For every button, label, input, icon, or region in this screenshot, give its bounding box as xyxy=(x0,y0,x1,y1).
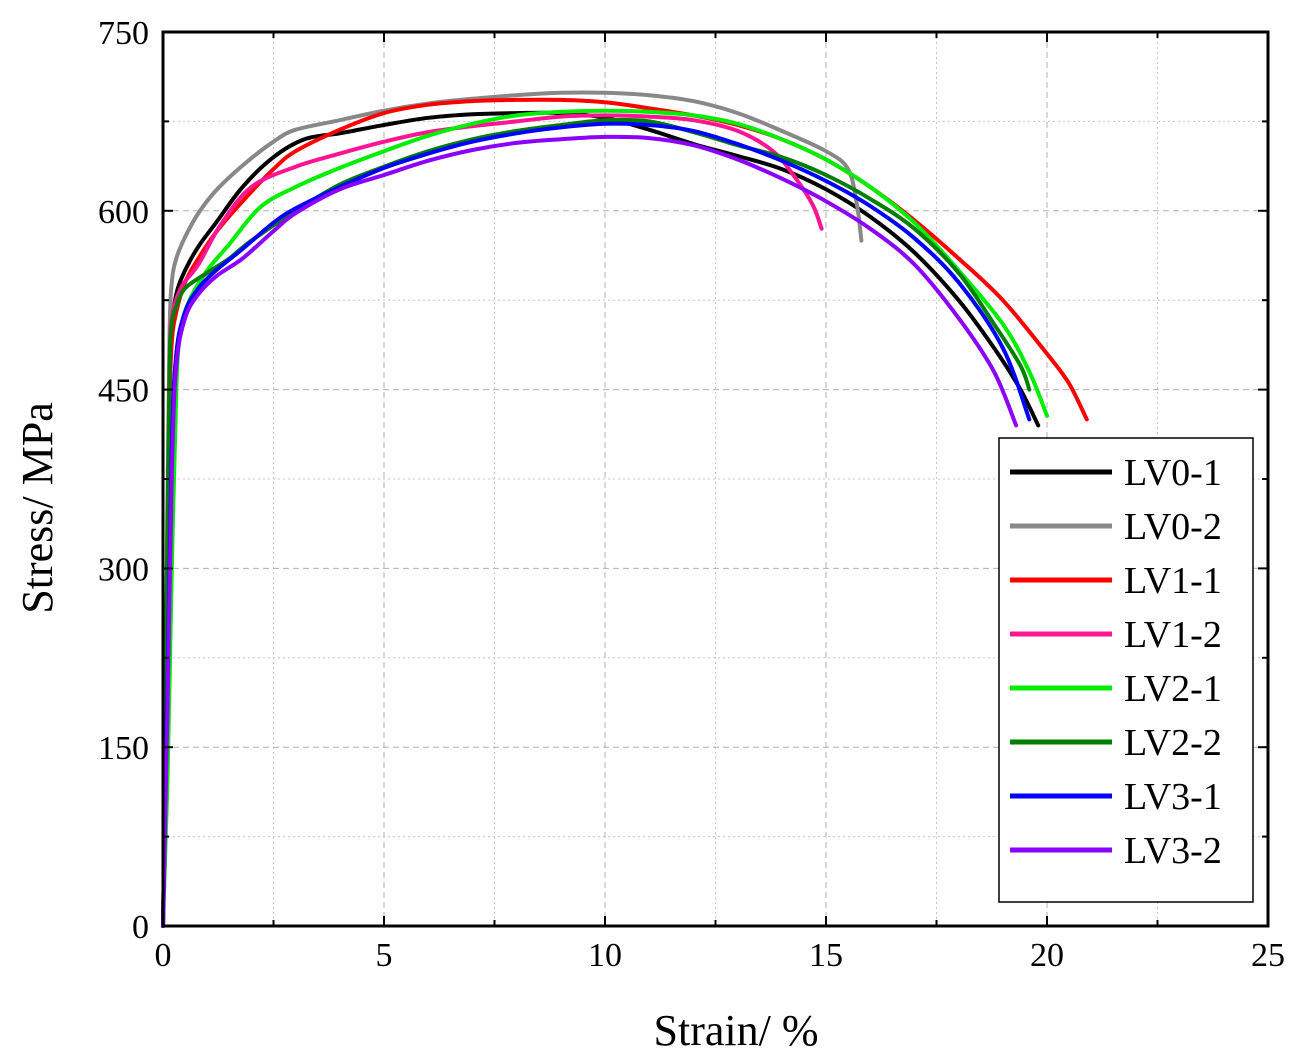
series-line-lv2-2 xyxy=(161,117,1032,928)
y-tick-label: 600 xyxy=(98,194,149,231)
legend-label-lv3-1: LV3-1 xyxy=(1124,776,1222,818)
grid xyxy=(163,32,1268,926)
legend-label-lv2-2: LV2-2 xyxy=(1124,722,1222,764)
x-axis-title: Strain/ % xyxy=(654,1006,819,1055)
x-tick-label: 0 xyxy=(155,937,172,974)
x-tick-label: 20 xyxy=(1030,937,1064,974)
y-tick-label: 300 xyxy=(98,551,149,588)
legend-box xyxy=(998,437,1254,903)
y-axis-title: Stress/ MPa xyxy=(13,402,62,613)
y-tick-label: 0 xyxy=(132,909,149,946)
series-group xyxy=(161,90,1089,928)
y-tick-label: 450 xyxy=(98,373,149,410)
x-tick-label: 25 xyxy=(1251,937,1285,974)
y-tick-label: 750 xyxy=(98,15,149,52)
series-line-lv3-2 xyxy=(161,134,1019,928)
legend-label-lv1-2: LV1-2 xyxy=(1124,614,1222,656)
x-tick-label: 15 xyxy=(809,937,843,974)
legend-label-lv0-1: LV0-1 xyxy=(1124,452,1222,494)
ticks: 0 5 10 15 20 25 0 150 300 450 600 750 xyxy=(98,15,1285,974)
legend: LV0-1 LV0-2 LV1-1 LV1-2 LV2-1 LV2-2 LV3-1 LV3-2 xyxy=(998,437,1254,903)
legend-label-lv3-2: LV3-2 xyxy=(1124,830,1222,872)
legend-label-lv0-2: LV0-2 xyxy=(1124,506,1222,548)
legend-label-lv2-1: LV2-1 xyxy=(1124,668,1222,710)
legend-label-lv1-1: LV1-1 xyxy=(1124,560,1222,602)
x-tick-label: 5 xyxy=(376,937,393,974)
x-tick-label: 10 xyxy=(588,937,622,974)
y-tick-label: 150 xyxy=(98,730,149,767)
